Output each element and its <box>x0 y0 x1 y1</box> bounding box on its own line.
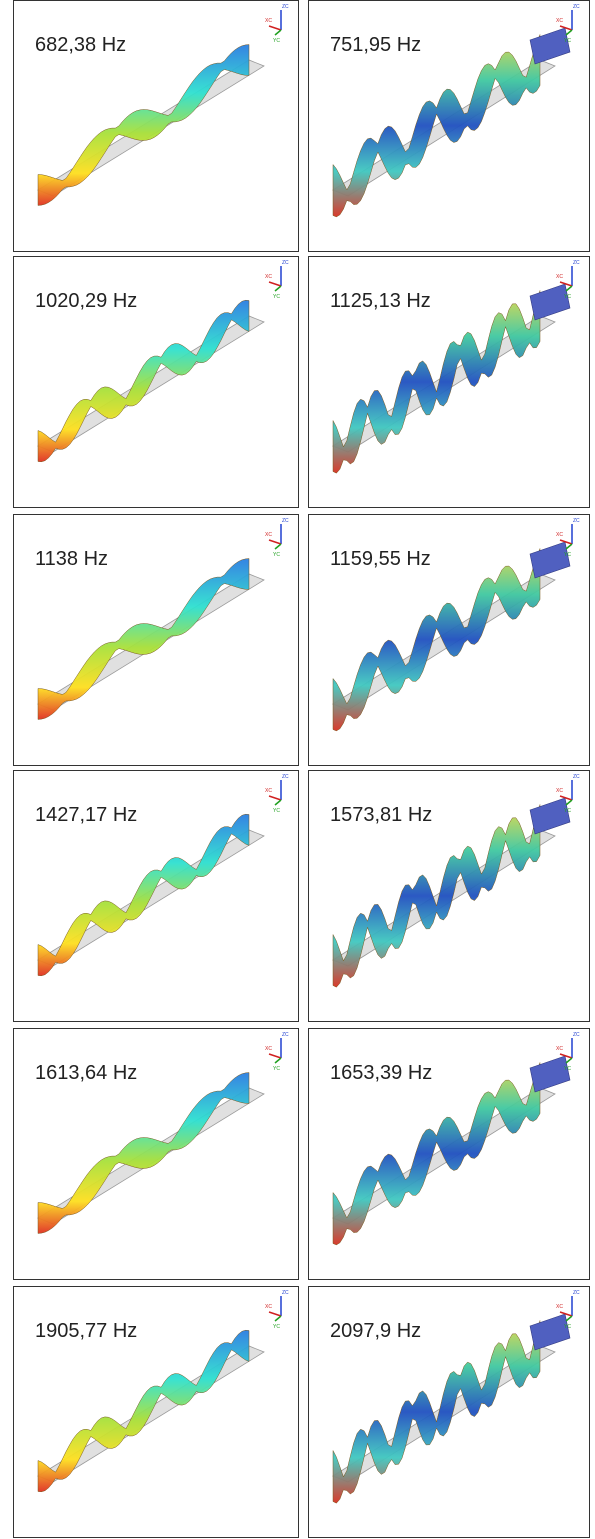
figure: ZC XC YC 682,38 Hz ZC XC YC 751,95 Hz ZC XC YC 1020… <box>0 0 595 1539</box>
frequency-label: 1653,39 Hz <box>330 1062 432 1084</box>
axis-label: YC <box>273 294 280 300</box>
frequency-label: 1125,13 Hz <box>330 290 431 312</box>
axis-label: XC <box>556 788 563 794</box>
axis-label: XC <box>556 1046 563 1052</box>
frequency-label: 1020,29 Hz <box>35 290 137 312</box>
panel: ZC XC YC 1427,17 Hz <box>14 771 299 1022</box>
axis-label: ZC <box>282 518 289 524</box>
axis-label: YC <box>273 552 280 558</box>
axis-label: YC <box>273 1066 280 1072</box>
axis-label: YC <box>564 1324 571 1330</box>
panel: ZC XC YC 1125,13 Hz <box>309 257 590 508</box>
axis-label: YC <box>273 1324 280 1330</box>
frequency-label: 1905,77 Hz <box>35 1320 137 1342</box>
axis-label: XC <box>265 18 272 24</box>
frequency-label: 1159,55 Hz <box>330 548 431 570</box>
axis-label: YC <box>564 1066 571 1072</box>
frequency-label: 1573,81 Hz <box>330 804 432 826</box>
axis-label: ZC <box>282 260 289 266</box>
axis-label: XC <box>556 18 563 24</box>
axis-label: ZC <box>573 518 580 524</box>
axis-label: ZC <box>282 1290 289 1296</box>
panel: ZC XC YC 1138 Hz <box>14 515 299 766</box>
frequency-label: 751,95 Hz <box>330 34 421 56</box>
panel: ZC XC YC 1020,29 Hz <box>14 257 299 508</box>
axis-label: ZC <box>573 1032 580 1038</box>
axis-label: ZC <box>573 4 580 10</box>
frequency-label: 1138 Hz <box>35 548 108 570</box>
axis-label: ZC <box>282 774 289 780</box>
axis-label: XC <box>556 274 563 280</box>
panel: ZC XC YC 751,95 Hz <box>309 1 590 252</box>
panel: ZC XC YC 1159,55 Hz <box>309 515 590 766</box>
axis-label: XC <box>265 1304 272 1310</box>
panel: ZC XC YC 1653,39 Hz <box>309 1029 590 1280</box>
axis-label: YC <box>564 294 571 300</box>
frequency-label: 1427,17 Hz <box>35 804 137 826</box>
frequency-label: 1613,64 Hz <box>35 1062 137 1084</box>
axis-label: ZC <box>282 1032 289 1038</box>
axis-label: YC <box>564 552 571 558</box>
frequency-label: 682,38 Hz <box>35 34 126 56</box>
axis-label: XC <box>265 274 272 280</box>
axis-label: XC <box>556 1304 563 1310</box>
axis-label: ZC <box>573 1290 580 1296</box>
axis-label: ZC <box>282 4 289 10</box>
panel: ZC XC YC 1573,81 Hz <box>309 771 590 1022</box>
axis-label: XC <box>265 1046 272 1052</box>
axis-label: YC <box>273 808 280 814</box>
panel: ZC XC YC 2097,9 Hz <box>309 1287 590 1538</box>
axis-label: ZC <box>573 260 580 266</box>
axis-label: YC <box>564 38 571 44</box>
panel: ZC XC YC 1905,77 Hz <box>14 1287 299 1538</box>
axis-label: ZC <box>573 774 580 780</box>
panel: ZC XC YC 682,38 Hz <box>14 1 299 252</box>
axis-label: YC <box>564 808 571 814</box>
frequency-label: 2097,9 Hz <box>330 1320 421 1342</box>
axis-label: YC <box>273 38 280 44</box>
axis-label: XC <box>265 532 272 538</box>
axis-label: XC <box>265 788 272 794</box>
panel: ZC XC YC 1613,64 Hz <box>14 1029 299 1280</box>
axis-label: XC <box>556 532 563 538</box>
